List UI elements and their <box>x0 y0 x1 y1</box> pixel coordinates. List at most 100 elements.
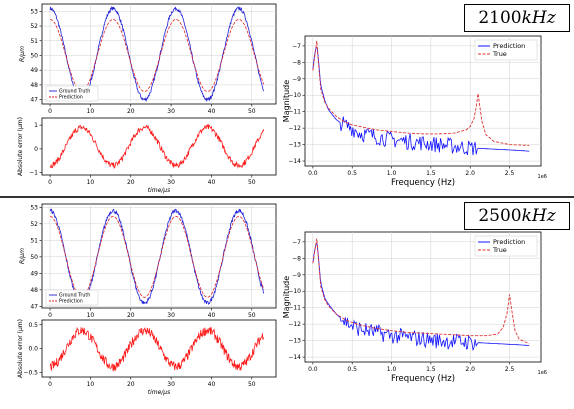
x-tick-label: 40 <box>208 108 216 115</box>
x-tick-label: 40 <box>208 179 216 186</box>
legend-ground-truth-label: Ground Truth <box>59 89 90 95</box>
y-axis-label: Absolute error (μm) <box>17 319 24 378</box>
x-tick-label: 30 <box>167 381 175 388</box>
frequency-unit: kHz <box>521 8 556 28</box>
y-tick-label: 48 <box>30 287 38 294</box>
error-line <box>49 123 265 169</box>
y-tick-label: −11 <box>288 305 301 312</box>
x-tick-label: 50 <box>248 179 256 186</box>
x-tick-label: 30 <box>167 179 175 186</box>
x-tick-label: 0 <box>48 179 52 186</box>
legend-ground-truth-label: Ground Truth <box>59 293 90 299</box>
y-tick-label: 50 <box>30 52 38 59</box>
y-tick-label: 49 <box>30 270 38 277</box>
x-tick-label: 2.0 <box>465 366 475 373</box>
x-axis-label: Frequency (Hz) <box>391 178 455 188</box>
x-tick-label: 20 <box>127 179 135 186</box>
legend-box <box>474 39 538 61</box>
y-tick-label: −9 <box>292 272 301 279</box>
y-tick-label: 0.0 <box>28 346 38 353</box>
legend-prediction-label: Prediction <box>493 42 525 50</box>
spectrum-true-line <box>312 238 530 345</box>
y-tick-label: 53 <box>30 204 38 211</box>
y-tick-label: 49 <box>30 67 38 74</box>
error-line <box>49 326 265 372</box>
x-tick-label: 50 <box>248 381 256 388</box>
x-tick-label: 1.5 <box>426 366 436 373</box>
x-tick-label: 0 <box>48 312 52 319</box>
y-tick-label: −9 <box>292 76 301 83</box>
x-tick-label: 30 <box>167 108 175 115</box>
legend-prediction-label: Prediction <box>59 95 83 101</box>
y-tick-label: −7 <box>292 239 301 246</box>
y-tick-label: 50 <box>30 254 38 261</box>
legend-prediction-label: Prediction <box>59 299 83 305</box>
x-tick-label: 2.5 <box>505 366 515 373</box>
spectrum-prediction-line <box>312 242 530 352</box>
x-tick-label: 20 <box>127 108 135 115</box>
x-offset-label: 1e6 <box>538 174 547 180</box>
spectrum-true-line <box>312 40 530 146</box>
y-tick-label: −11 <box>288 109 301 116</box>
y-tick-label: 51 <box>30 237 38 244</box>
legend-box <box>45 289 99 306</box>
x-offset-label: 1e6 <box>538 370 547 376</box>
x-axis-label: time/μs <box>148 187 171 194</box>
y-tick-label: −10 <box>288 288 301 295</box>
y-tick-label: −12 <box>288 125 301 132</box>
y-tick-label: −14 <box>288 158 301 165</box>
y-tick-label: 52 <box>30 23 38 30</box>
x-tick-label: 2.5 <box>505 170 515 177</box>
y-tick-label: 1 <box>34 122 38 129</box>
x-tick-label: 1.5 <box>426 170 436 177</box>
x-tick-label: 1.0 <box>387 170 397 177</box>
x-tick-label: 0 <box>48 381 52 388</box>
y-tick-label: −13 <box>288 338 301 345</box>
frequency-number: 2500 <box>478 206 522 226</box>
x-tick-label: 40 <box>208 381 216 388</box>
y-axis-label: Magnitude <box>282 276 291 318</box>
frequency-unit: kHz <box>521 206 556 226</box>
x-tick-label: 40 <box>208 312 216 319</box>
x-tick-label: 20 <box>127 381 135 388</box>
y-tick-label: 51 <box>30 38 38 45</box>
legend-true-label: True <box>492 246 507 254</box>
y-tick-label: 0 <box>34 146 38 153</box>
y-tick-label: −7 <box>292 43 301 50</box>
x-tick-label: 50 <box>248 312 256 319</box>
x-tick-label: 0.0 <box>308 366 318 373</box>
y-axis-label: R/μm <box>19 248 26 264</box>
y-tick-label: −10 <box>288 92 301 99</box>
x-tick-label: 20 <box>127 312 135 319</box>
legend-box <box>45 85 99 102</box>
x-tick-label: 10 <box>87 312 95 319</box>
x-tick-label: 30 <box>167 312 175 319</box>
y-tick-label: 48 <box>30 82 38 89</box>
x-tick-label: 10 <box>87 108 95 115</box>
y-tick-label: −8 <box>292 59 301 66</box>
x-axis-label: Frequency (Hz) <box>391 374 455 384</box>
y-tick-label: −1 <box>29 170 38 177</box>
y-tick-label: −0.5 <box>23 369 38 376</box>
y-axis-label: Absolute error (μm) <box>17 117 24 176</box>
x-tick-label: 0.5 <box>347 170 357 177</box>
x-tick-label: 10 <box>87 381 95 388</box>
y-axis-label: Magnitude <box>282 80 291 122</box>
x-tick-label: 1.0 <box>387 366 397 373</box>
x-tick-label: 2.0 <box>465 170 475 177</box>
y-tick-label: −12 <box>288 321 301 328</box>
x-tick-label: 0 <box>48 108 52 115</box>
y-axis-label: R/μm <box>19 46 26 62</box>
x-tick-label: 10 <box>87 179 95 186</box>
x-tick-label: 0.5 <box>347 366 357 373</box>
legend-box <box>474 235 538 257</box>
y-tick-label: −13 <box>288 142 301 149</box>
legend-prediction-label: Prediction <box>493 238 525 246</box>
x-axis-label: time/μs <box>148 389 171 396</box>
frequency-label-2500: 2500kHz <box>464 202 570 230</box>
frequency-label-2100: 2100kHz <box>464 4 570 32</box>
legend-true-label: True <box>492 50 507 58</box>
y-tick-label: 53 <box>30 8 38 15</box>
x-tick-label: 0.0 <box>308 170 318 177</box>
